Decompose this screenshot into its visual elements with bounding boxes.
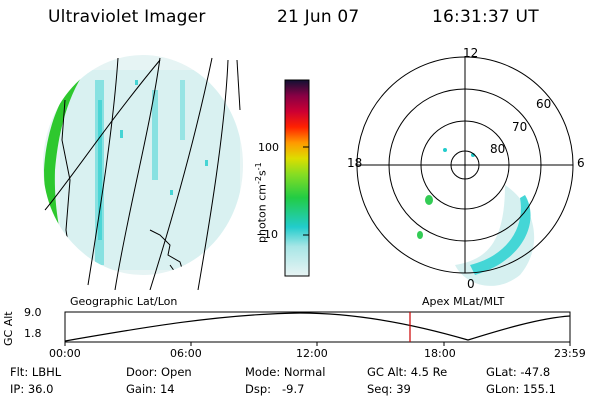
color-bar <box>284 79 310 277</box>
date-label: 21 Jun 07 <box>277 7 360 27</box>
info-ip: IP: 36.0 <box>10 382 54 396</box>
info-door: Door: Open <box>126 365 192 379</box>
altitude-ylabel: GC Alt <box>2 311 15 346</box>
info-mode: Mode: Normal <box>245 365 326 379</box>
unit-base: photon cm <box>255 184 269 243</box>
polar-grid <box>356 56 574 274</box>
geographic-caption: Geographic Lat/Lon <box>70 295 178 308</box>
x-tick-1800: 18:00 <box>424 347 456 360</box>
polar-label-0: 0 <box>467 277 475 291</box>
x-tick-0600: 06:00 <box>170 347 202 360</box>
latlon-grid <box>44 57 241 290</box>
emission-light <box>60 70 240 270</box>
info-glon: GLon: 155.1 <box>486 382 556 396</box>
info-gain: Gain: 14 <box>126 382 175 396</box>
apex-caption: Apex MLat/MLT <box>422 295 505 308</box>
info-glat: GLat: -47.8 <box>486 365 551 379</box>
x-tick-2359: 23:59 <box>554 347 586 360</box>
colorbar-tick-10: 10 <box>264 228 278 241</box>
colorbar-unit-label: photon cm-2s-1 <box>254 162 269 243</box>
x-tick-1200: 12:00 <box>296 347 328 360</box>
x-tick-0000: 00:00 <box>49 347 81 360</box>
polar-label-6: 6 <box>577 156 585 170</box>
info-seq: Seq: 39 <box>367 382 411 396</box>
polar-plot <box>356 56 574 286</box>
info-dsp: Dsp: -9.7 <box>245 382 305 396</box>
app-title: Ultraviolet Imager <box>48 7 206 27</box>
unit-s: s <box>255 170 269 177</box>
polar-label-12: 12 <box>463 46 479 60</box>
colorbar-tick-100: 100 <box>258 141 279 154</box>
geographic-image <box>43 55 243 290</box>
altitude-chart <box>64 311 571 346</box>
polar-ring-80: 80 <box>490 142 506 156</box>
altitude-y-top: 9.0 <box>24 306 42 319</box>
polar-label-18: 18 <box>347 156 363 170</box>
aurora-emission <box>417 148 535 286</box>
time-label: 16:31:37 UT <box>432 7 539 27</box>
unit-exp1: -2 <box>254 176 263 185</box>
emission-cyan <box>95 80 208 265</box>
altitude-y-bottom: 1.8 <box>24 327 42 340</box>
info-gcalt: GC Alt: 4.5 Re <box>367 365 448 379</box>
unit-exp2: -1 <box>254 162 263 171</box>
polar-ring-60: 60 <box>536 97 552 111</box>
polar-ring-70: 70 <box>512 120 528 134</box>
altitude-curve <box>64 312 571 342</box>
limb-band <box>44 72 82 255</box>
color-gradient <box>284 79 310 277</box>
info-flt: Flt: LBHL <box>10 365 62 379</box>
